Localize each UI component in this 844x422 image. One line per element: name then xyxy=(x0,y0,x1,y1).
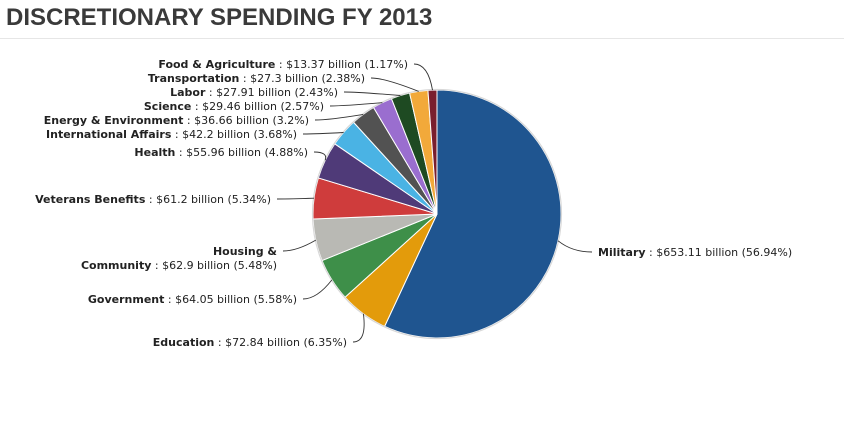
data-label-value: : $27.3 billion (2.38%) xyxy=(239,72,365,85)
data-label-value: : $42.2 billion (3.68%) xyxy=(171,128,297,141)
data-label-food-and-agriculture: Food & Agriculture : $13.37 billion (1.1… xyxy=(158,58,408,71)
data-label-value: : $72.84 billion (6.35%) xyxy=(214,336,347,349)
data-label-value: : $61.2 billion (5.34%) xyxy=(145,193,271,206)
data-label-name: Veterans Benefits xyxy=(35,193,146,206)
leader-line-military xyxy=(557,240,593,253)
data-label-education: Education : $72.84 billion (6.35%) xyxy=(153,336,347,349)
leader-line-transportation xyxy=(370,77,419,92)
data-label-value: : $29.46 billion (2.57%) xyxy=(191,100,324,113)
data-label-name: Science xyxy=(144,100,192,113)
data-label-value: : $55.96 billion (4.88%) xyxy=(175,146,308,159)
data-label-name: Food & Agriculture xyxy=(158,58,275,71)
data-label-value: Community : $62.9 billion (5.48%) xyxy=(81,259,277,272)
leader-line-housing-and-community xyxy=(282,239,317,252)
title-divider xyxy=(0,38,844,39)
data-label-veterans-benefits: Veterans Benefits : $61.2 billion (5.34%… xyxy=(35,193,271,206)
page-title: DISCRETIONARY SPENDING FY 2013 xyxy=(6,4,433,31)
data-label-transportation: Transportation : $27.3 billion (2.38%) xyxy=(148,72,365,85)
data-label-energy-and-environment: Energy & Environment : $36.66 billion (3… xyxy=(44,114,309,127)
leader-line-veterans-benefits xyxy=(276,197,315,200)
data-label-name: Health xyxy=(134,146,175,159)
data-label-name: Housing & xyxy=(213,245,277,258)
data-label-value: : $27.91 billion (2.43%) xyxy=(205,86,338,99)
pie-rim xyxy=(311,88,563,340)
data-label-international-affairs: International Affairs : $42.2 billion (3… xyxy=(46,128,297,141)
leader-lines xyxy=(276,63,593,343)
leader-line-food-and-agriculture xyxy=(413,63,433,91)
pie-slices xyxy=(311,88,563,340)
leader-line-education xyxy=(352,313,365,343)
data-label-name: International Affairs xyxy=(46,128,172,141)
data-label-value: : $653.11 billion (56.94%) xyxy=(646,246,793,259)
data-label-name: Military xyxy=(598,246,646,259)
data-label-government: Government : $64.05 billion (5.58%) xyxy=(88,293,297,306)
data-label-value: : $13.37 billion (1.17%) xyxy=(275,58,408,71)
data-label-science: Science : $29.46 billion (2.57%) xyxy=(144,100,324,113)
leader-line-health xyxy=(313,151,327,161)
data-label-health: Health : $55.96 billion (4.88%) xyxy=(134,146,308,159)
leader-line-energy-and-environment xyxy=(314,113,364,121)
data-label-labor: Labor : $27.91 billion (2.43%) xyxy=(170,86,338,99)
data-label-name: Government xyxy=(88,293,164,306)
data-label-name: Transportation xyxy=(148,72,239,85)
leader-line-government xyxy=(302,279,333,300)
leader-line-international-affairs xyxy=(302,132,344,135)
data-label-value: : $36.66 billion (3.2%) xyxy=(183,114,309,127)
leader-line-labor xyxy=(343,91,401,96)
data-label-name: Labor xyxy=(170,86,206,99)
data-label-value: : $64.05 billion (5.58%) xyxy=(164,293,297,306)
data-label-name: Energy & Environment xyxy=(44,114,184,127)
leader-line-science xyxy=(329,102,383,107)
data-label-military: Military : $653.11 billion (56.94%) xyxy=(598,246,792,259)
data-label-name: Education xyxy=(153,336,215,349)
data-labels: Military : $653.11 billion (56.94%) Educa… xyxy=(35,58,792,349)
data-label-housing-and-community: Housing & Community : $62.9 billion (5.48… xyxy=(81,245,277,272)
